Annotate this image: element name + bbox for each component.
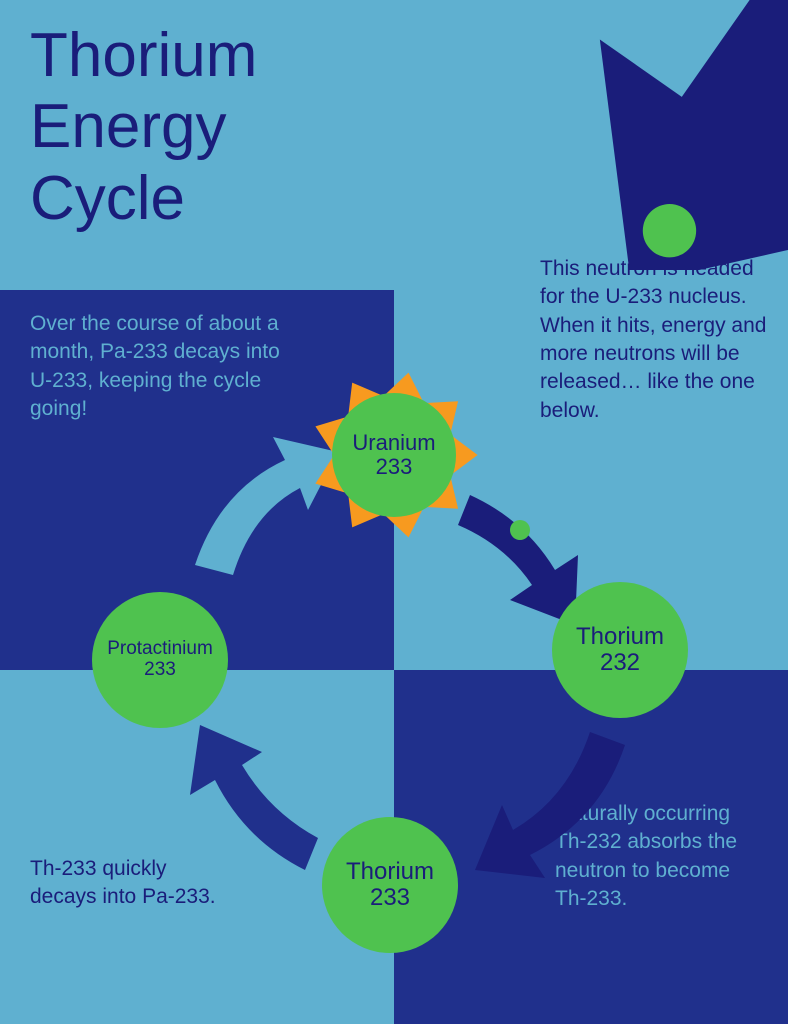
node-protactinium-233: Protactinium 233	[92, 592, 228, 728]
incoming-arrow-clean	[510, 0, 788, 270]
node-number: 233	[376, 455, 413, 479]
node-label: Uranium	[352, 431, 435, 455]
node-thorium-232: Thorium 232	[552, 582, 688, 718]
arrow-th232-to-th233	[475, 732, 625, 878]
node-number: 233	[144, 660, 176, 681]
node-number: 232	[600, 650, 640, 676]
node-thorium-233: Thorium 233	[322, 817, 458, 953]
arrow-th233-to-pa	[190, 725, 318, 870]
node-number: 233	[370, 885, 410, 911]
ejected-neutron-icon	[510, 520, 530, 540]
node-label: Thorium	[576, 624, 664, 650]
node-uranium-233: Uranium 233	[332, 393, 456, 517]
node-label: Thorium	[346, 859, 434, 885]
node-label: Protactinium	[107, 639, 213, 660]
